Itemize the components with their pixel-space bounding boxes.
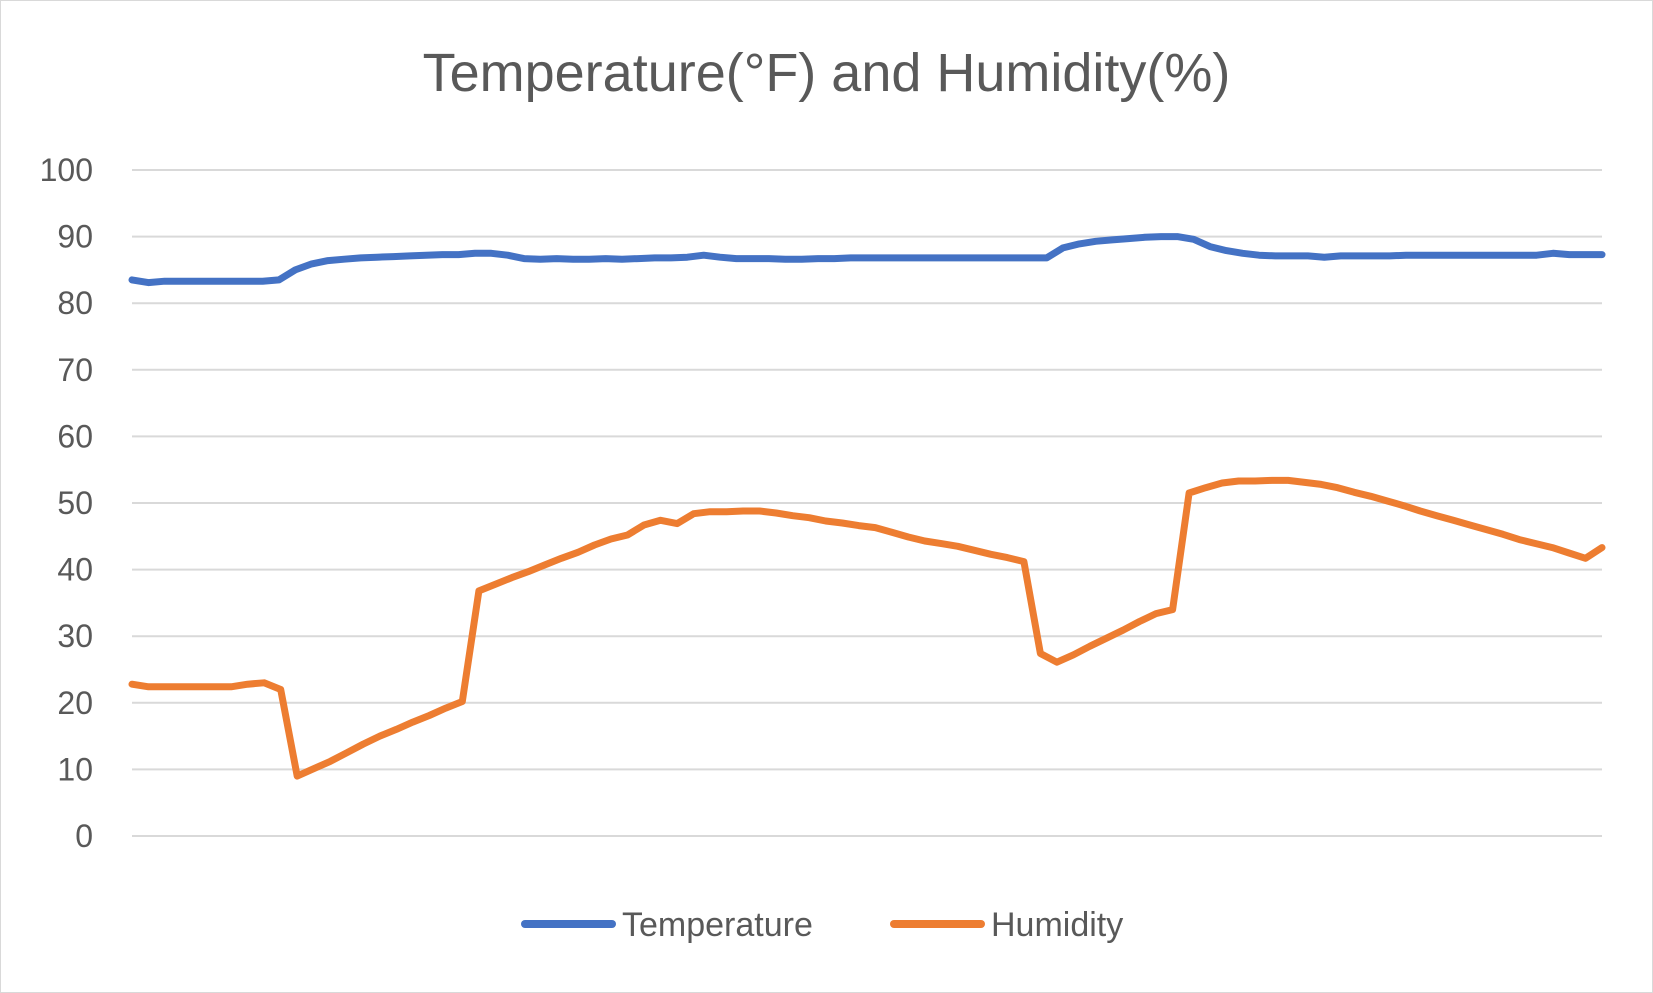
series-line-humidity (128, 476, 1606, 780)
legend-label-temperature: Temperature (622, 906, 813, 944)
legend-item-temperature: Temperature (521, 906, 813, 944)
y-tick-label: 10 (57, 751, 93, 787)
series-line-temperature (128, 233, 1606, 287)
y-tick-label: 50 (57, 485, 93, 521)
legend-label-humidity: Humidity (991, 906, 1123, 944)
y-tick-label: 0 (75, 818, 93, 854)
y-axis-tick-labels: 0 10 20 30 40 50 60 70 80 90 100 (40, 152, 93, 854)
y-tick-label: 20 (57, 685, 93, 721)
gridlines (132, 169, 1602, 837)
legend: Temperature Humidity (521, 906, 1123, 944)
chart-title: Temperature(°F) and Humidity(%) (422, 43, 1231, 103)
legend-item-humidity: Humidity (890, 906, 1123, 944)
y-tick-label: 80 (57, 285, 93, 321)
y-tick-label: 40 (57, 552, 93, 588)
y-tick-label: 90 (57, 219, 93, 255)
y-tick-label: 60 (57, 418, 93, 454)
y-tick-label: 100 (40, 152, 93, 188)
y-tick-label: 30 (57, 618, 93, 654)
series-lines (128, 233, 1606, 780)
y-tick-label: 70 (57, 352, 93, 388)
